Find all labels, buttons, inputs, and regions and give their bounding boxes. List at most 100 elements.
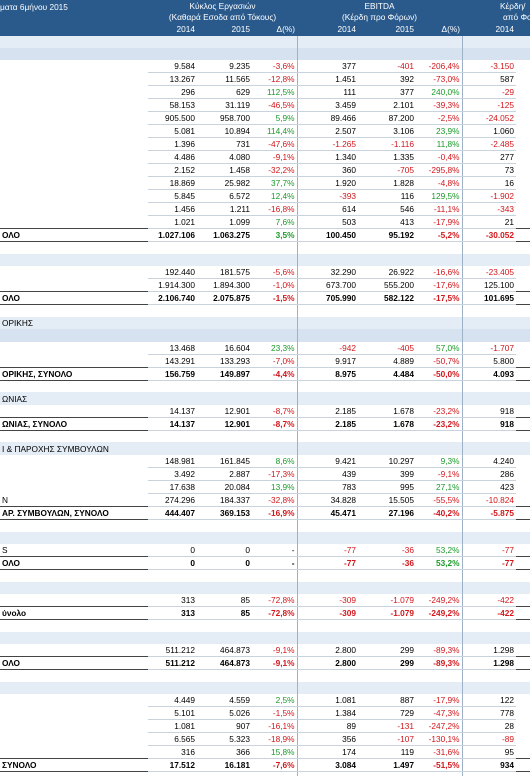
empty-cell xyxy=(148,670,197,682)
empty-cell xyxy=(297,253,358,267)
value-cell: 731 xyxy=(197,137,252,152)
value-cell: 392 xyxy=(358,72,416,87)
value-cell: 14.137 xyxy=(148,404,197,418)
empty-cell xyxy=(358,670,416,682)
row-label xyxy=(0,354,148,367)
empty-cell xyxy=(516,480,530,493)
value-cell: 377 xyxy=(358,85,416,100)
empty-cell xyxy=(462,619,516,631)
value-cell: -10.824 xyxy=(462,493,516,507)
data-row: 18.869 25.982 37,7% 1.920 1.828 -4,8% 16 xyxy=(0,176,530,191)
value-cell: -73,0% xyxy=(416,72,463,87)
value-cell: 4.484 xyxy=(358,366,416,381)
row-label xyxy=(0,455,148,468)
value-cell: -1,0% xyxy=(252,278,298,293)
empty-cell xyxy=(462,772,516,776)
value-cell: -247,2% xyxy=(416,719,463,734)
empty-cell xyxy=(516,519,530,531)
value-cell: 53,2% xyxy=(416,555,463,570)
value-cell: 4.486 xyxy=(148,150,197,165)
empty-cell xyxy=(197,519,252,531)
value-cell: 3.459 xyxy=(297,98,358,113)
value-cell: 1.678 xyxy=(358,416,416,431)
value-cell: -23.405 xyxy=(462,266,516,280)
value-cell: 918 xyxy=(462,416,516,431)
value-cell: 0 xyxy=(197,555,252,570)
empty-cell xyxy=(197,35,252,48)
value-cell: -51,5% xyxy=(416,758,463,773)
empty-cell xyxy=(516,531,530,544)
value-cell: 184.337 xyxy=(197,493,252,507)
value-cell: 299 xyxy=(358,656,416,671)
total-row: ΟΡΙΚΗΣ, ΣΥΝΟΛΟ 156.759 149.897 -4,4% 8.975 4.… xyxy=(0,366,530,381)
group-subtitle: (Καθαρά Εσοδα από Τόκους) xyxy=(168,12,277,22)
empty-cell xyxy=(516,253,530,267)
empty-cell xyxy=(516,305,530,317)
value-cell: -343 xyxy=(462,202,516,217)
value-cell: 156.759 xyxy=(148,366,197,381)
row-label xyxy=(0,35,148,48)
empty-cell xyxy=(197,47,252,61)
value-cell: 34.828 xyxy=(297,493,358,507)
value-cell: 423 xyxy=(462,480,516,494)
value-cell: 13.267 xyxy=(148,72,197,87)
value-cell: -422 xyxy=(462,605,516,620)
value-cell: 125.100 xyxy=(462,278,516,293)
empty-cell xyxy=(297,305,358,317)
value-cell: -77 xyxy=(462,543,516,557)
empty-cell xyxy=(252,430,298,443)
empty-cell xyxy=(462,380,516,392)
value-cell: 181.575 xyxy=(197,266,252,280)
data-row: 13.468 16.604 23,3% -942 -405 57,0% -1.707 xyxy=(0,341,530,355)
value-cell: 192.440 xyxy=(148,266,197,280)
row-label xyxy=(0,531,148,544)
value-cell: 15.505 xyxy=(358,493,416,507)
value-cell: 8.975 xyxy=(297,366,358,381)
row-label xyxy=(0,707,148,720)
empty-cell xyxy=(297,380,358,392)
value-cell: 27.196 xyxy=(358,505,416,520)
row-label xyxy=(0,216,148,229)
data-row: 9.584 9.235 -3,6% 377 -401 -206,4% -3.150 xyxy=(0,60,530,74)
data-row: 1.456 1.211 -16,8% 614 546 -11,1% -343 xyxy=(0,202,530,217)
empty-cell xyxy=(297,316,358,330)
value-cell: 4.240 xyxy=(462,454,516,468)
empty-cell xyxy=(197,631,252,645)
value-cell: -17,9% xyxy=(416,694,463,708)
value-cell: 45.471 xyxy=(297,505,358,520)
value-cell: 11,8% xyxy=(416,137,463,152)
spacer-row xyxy=(0,430,530,443)
year-header: 2014 xyxy=(337,23,356,34)
spacer-row xyxy=(0,241,530,254)
group-subtitle: από Φο xyxy=(503,12,530,22)
empty-cell xyxy=(516,112,530,125)
value-cell: -942 xyxy=(297,341,358,355)
empty-cell xyxy=(416,442,463,455)
value-cell: 313 xyxy=(148,593,197,607)
value-cell: -30.052 xyxy=(462,228,516,243)
value-cell: -18,9% xyxy=(252,732,298,747)
value-cell: - xyxy=(252,555,298,570)
empty-cell xyxy=(297,581,358,594)
value-cell: -422 xyxy=(462,593,516,607)
row-label xyxy=(0,151,148,164)
empty-cell xyxy=(516,380,530,392)
row-label xyxy=(0,253,148,267)
value-cell: -17,6% xyxy=(416,278,463,293)
group-subtitle: (Κέρδη προ Φόρων) xyxy=(342,12,417,22)
empty-cell xyxy=(358,619,416,631)
value-cell: 2.507 xyxy=(297,124,358,139)
empty-cell xyxy=(297,619,358,631)
empty-cell xyxy=(148,392,197,405)
value-cell: 20.084 xyxy=(197,480,252,494)
value-cell: -405 xyxy=(358,341,416,355)
value-cell: -29 xyxy=(462,85,516,100)
empty-cell xyxy=(252,316,298,330)
value-cell: 133.293 xyxy=(197,354,252,368)
value-cell: -1.079 xyxy=(358,593,416,607)
value-cell: 174 xyxy=(297,745,358,760)
empty-cell xyxy=(252,531,298,544)
value-cell: 9.917 xyxy=(297,354,358,368)
value-cell: -130,1% xyxy=(416,732,463,747)
empty-cell xyxy=(148,329,197,342)
